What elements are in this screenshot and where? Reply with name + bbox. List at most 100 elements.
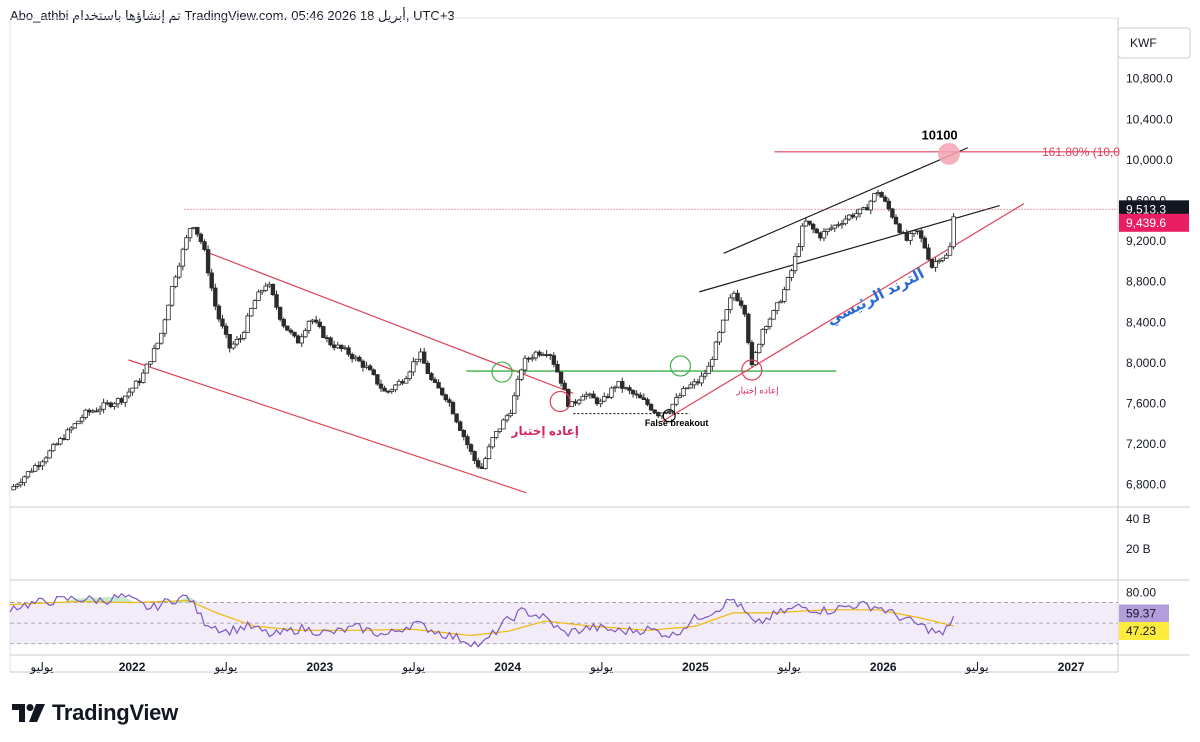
candle [187, 228, 193, 239]
candle [918, 230, 924, 239]
rsi-value-label: 59.37 [1126, 607, 1156, 621]
candle [249, 308, 254, 317]
candle [123, 395, 128, 403]
y-tick-label: 6,800.0 [1126, 478, 1166, 492]
highlight-circle [549, 390, 571, 413]
candle [115, 398, 121, 405]
candle [512, 395, 517, 414]
candle [213, 287, 218, 307]
candle [940, 257, 946, 261]
candle [36, 465, 42, 467]
candle [699, 375, 704, 384]
plot-frame [9, 17, 1119, 673]
candle [205, 249, 211, 274]
candle [634, 393, 639, 396]
false-breakout-label: False breakout [645, 418, 709, 428]
candle [54, 443, 60, 446]
y-tick-label: 7,600.0 [1126, 397, 1166, 411]
candle [767, 318, 773, 327]
x-tick-label: 2027 [1058, 660, 1085, 674]
candle [792, 255, 798, 272]
candle [479, 466, 485, 469]
candle [904, 232, 909, 241]
candle [926, 247, 931, 260]
candle [234, 339, 240, 345]
candle [875, 192, 881, 194]
candle [457, 421, 463, 431]
candle [674, 397, 679, 405]
candle [29, 470, 34, 473]
candle [277, 306, 283, 320]
candle [25, 471, 31, 478]
candle [807, 220, 812, 225]
candle [227, 334, 232, 349]
rsi-pane [9, 592, 1118, 648]
candle [119, 398, 124, 403]
candle [652, 409, 657, 413]
candle [245, 315, 250, 333]
candle [166, 304, 171, 321]
candle [803, 220, 809, 227]
candle [857, 208, 863, 215]
brand-logo[interactable]: TradingView [12, 700, 178, 726]
candle [756, 343, 762, 354]
candle [937, 259, 942, 263]
candle [90, 410, 96, 413]
candle [540, 354, 546, 356]
candle [717, 331, 722, 343]
candle [223, 325, 229, 335]
candle [411, 361, 416, 373]
tradingview-logo-icon [12, 704, 45, 722]
y-tick-label: 10,800.0 [1126, 72, 1173, 86]
rsi-ma-line [9, 599, 954, 637]
candle [692, 381, 697, 386]
candle [839, 223, 845, 226]
candle [47, 450, 52, 459]
x-tick-label: يوليو [777, 660, 801, 675]
grid [9, 17, 1191, 673]
candle [562, 382, 567, 390]
y-tick-label: 9,200.0 [1126, 234, 1166, 248]
candle [112, 403, 117, 408]
candle [429, 373, 434, 381]
candle [468, 444, 474, 452]
candle [367, 365, 373, 371]
candle [749, 342, 755, 366]
candle [335, 344, 340, 349]
candle [911, 230, 917, 234]
candle [627, 387, 632, 391]
candle [385, 390, 391, 393]
candle [843, 218, 848, 225]
candle [684, 387, 690, 390]
candle [526, 357, 531, 360]
wedge-upper-line [723, 147, 969, 254]
candle [310, 319, 315, 322]
candle [922, 237, 928, 249]
candle [403, 378, 409, 384]
candle [854, 213, 859, 218]
candle [602, 396, 607, 402]
x-tick-label: 2025 [682, 660, 709, 674]
candle [666, 411, 672, 413]
prev-price-label: 9,439.6 [1126, 216, 1166, 230]
rsi-ma-value-label: 47.23 [1126, 624, 1156, 638]
candle [476, 460, 481, 468]
candle [303, 330, 308, 338]
brand-name: TradingView [52, 700, 178, 725]
candle [346, 347, 351, 355]
candle [169, 286, 175, 306]
candle [65, 429, 70, 440]
candle [465, 436, 470, 446]
candle [810, 223, 816, 230]
candle [349, 353, 355, 360]
candle [180, 248, 186, 267]
candle [288, 329, 294, 333]
candle [364, 365, 369, 368]
candle [702, 373, 708, 377]
candle [580, 395, 585, 401]
candle [15, 484, 20, 487]
candle [342, 347, 348, 350]
candle [61, 438, 67, 440]
target-dot [937, 142, 960, 165]
